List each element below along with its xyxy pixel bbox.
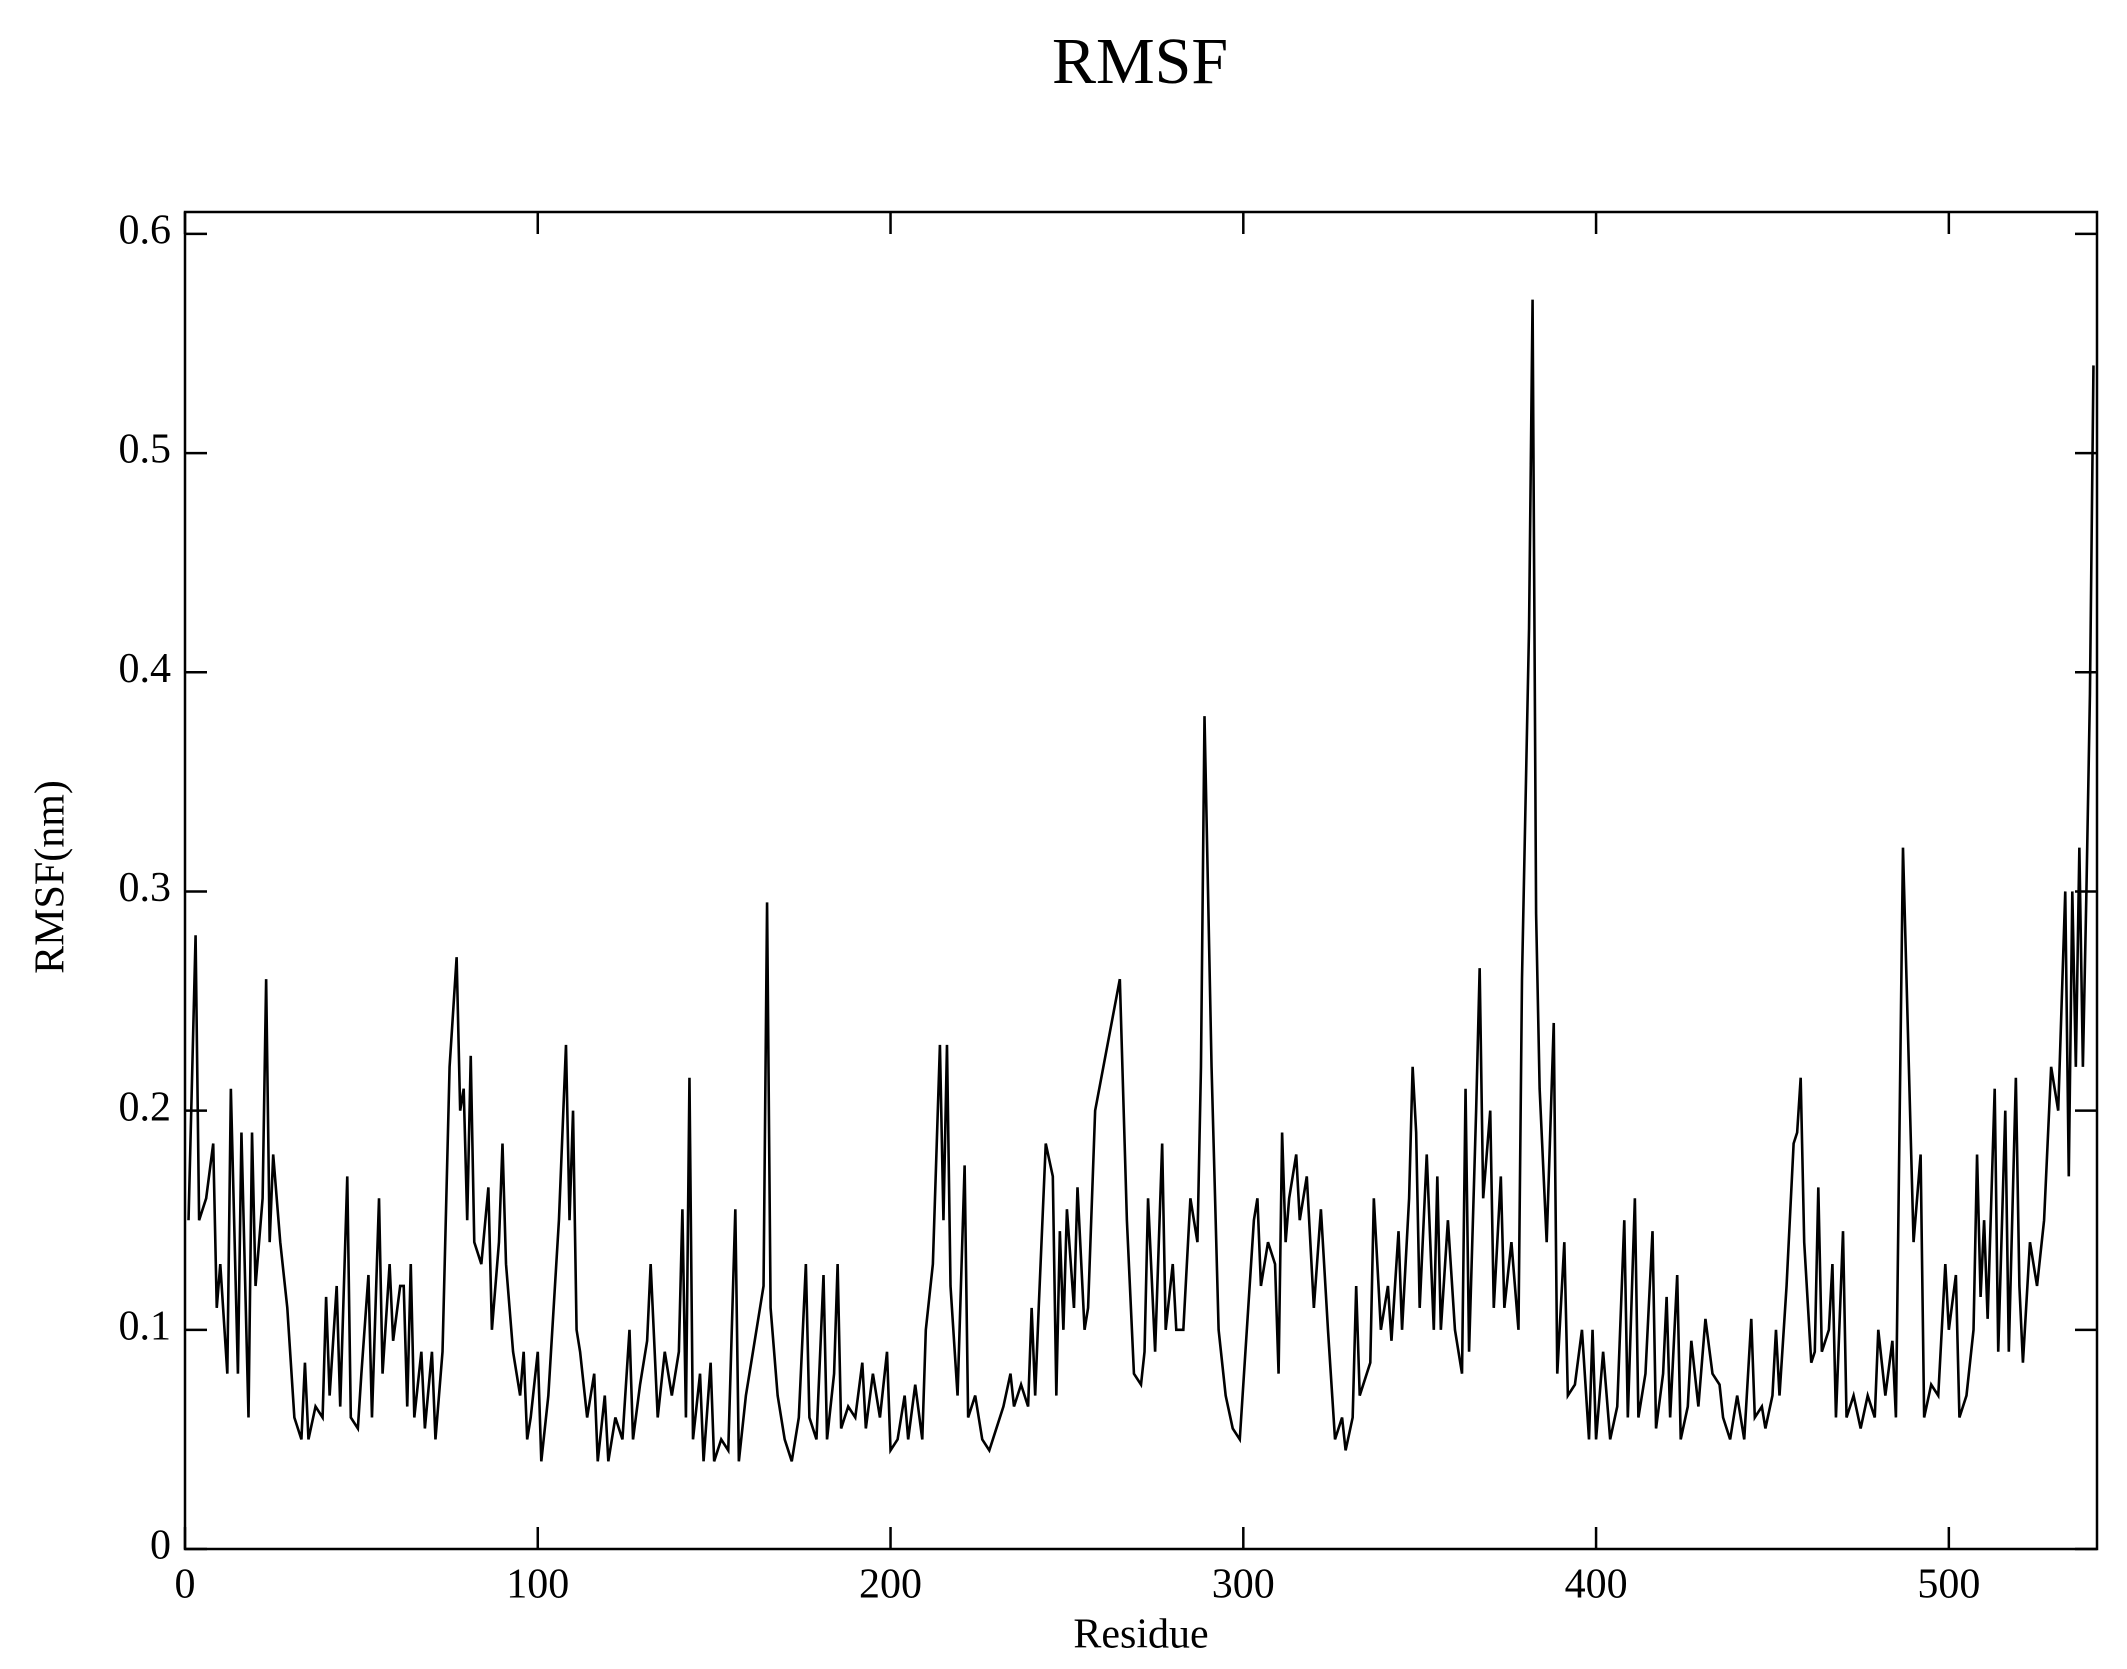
rmsf-line [187,299,2095,1462]
y-tick-label: 0.6 [119,208,172,254]
x-tick-label: 200 [859,1562,922,1608]
y-tick-label: 0.1 [119,1303,172,1349]
x-tick-label: 100 [506,1562,569,1608]
y-tick-label: 0.5 [119,427,172,473]
y-tick-label: 0.2 [119,1084,172,1130]
x-tick-label: 0 [175,1562,196,1608]
x-tick-label: 400 [1565,1562,1628,1608]
x-tick-label: 300 [1212,1562,1275,1608]
y-axis-label: RMSF(nm) [28,780,74,974]
x-axis-label: Residue [1073,1612,1208,1658]
y-tick-label: 0.3 [119,865,172,911]
plot-frame [183,210,2099,1551]
chart-title: RMSF [1052,25,1228,98]
y-tick-label: 0 [150,1523,171,1569]
x-tick-label: 500 [1917,1562,1980,1608]
y-tick-label: 0.4 [119,646,172,692]
